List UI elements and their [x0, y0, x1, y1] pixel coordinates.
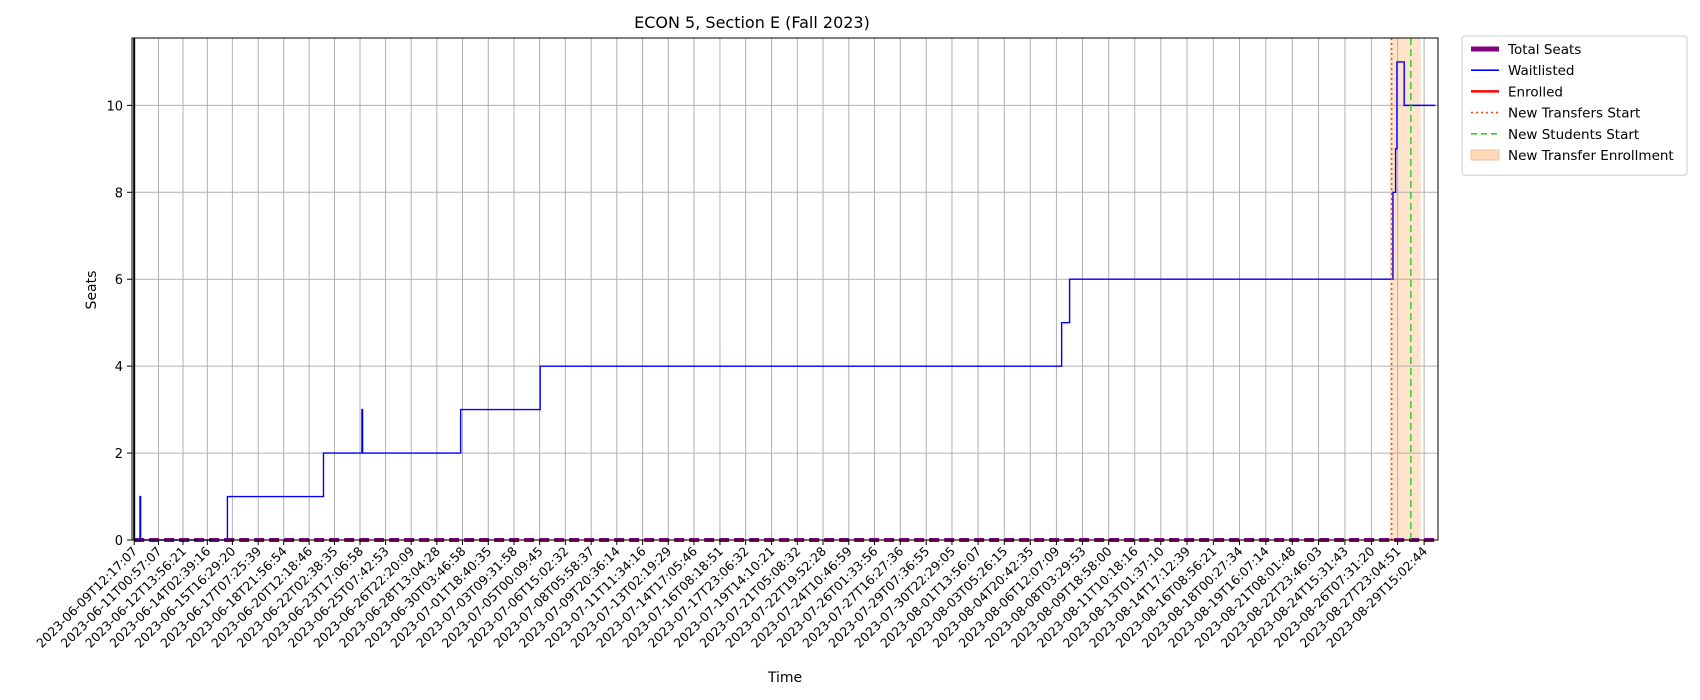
y-axis: 0 2 4 6 8 10	[106, 99, 132, 549]
legend-new-students-start-label: New Students Start	[1508, 127, 1639, 143]
y-tick-label: 8	[115, 186, 123, 201]
plot-background	[132, 38, 1438, 540]
y-tick-label: 4	[115, 360, 123, 375]
legend-new-transfer-enrollment-label: New Transfer Enrollment	[1508, 148, 1674, 164]
y-tick-label: 2	[115, 447, 123, 462]
legend-box	[1461, 35, 1688, 176]
plot-frame	[131, 37, 1439, 541]
y-axis-label: Seats	[84, 271, 100, 310]
legend-new-transfers-start-label: New Transfers Start	[1508, 106, 1640, 122]
legend-total-seats-label: Total Seats	[1507, 42, 1581, 58]
legend-new-transfer-enrollment-swatch	[1470, 149, 1500, 161]
legend-waitlisted-label: Waitlisted	[1508, 63, 1575, 79]
legend: Total Seats Waitlisted Enrolled New Transfe…	[1461, 35, 1688, 176]
span-new-transfer-enrollment	[1389, 38, 1421, 540]
chart-title: ECON 5, Section E (Fall 2023)	[634, 13, 870, 32]
y-tick-label: 6	[115, 273, 123, 288]
y-tick-label: 0	[115, 534, 123, 549]
marker-layer	[1390, 38, 1412, 540]
plot-border	[131, 37, 1439, 541]
grid-layer	[132, 38, 1438, 541]
y-tick-label: 10	[106, 99, 123, 114]
x-axis-label: Time	[767, 670, 802, 686]
span-layer	[1389, 38, 1421, 540]
legend-enrolled-label: Enrolled	[1508, 84, 1563, 100]
x-axis: 2023-06-09T12:17:072023-06-11T00:57:0720…	[33, 540, 1430, 651]
plot-area	[132, 38, 1438, 540]
